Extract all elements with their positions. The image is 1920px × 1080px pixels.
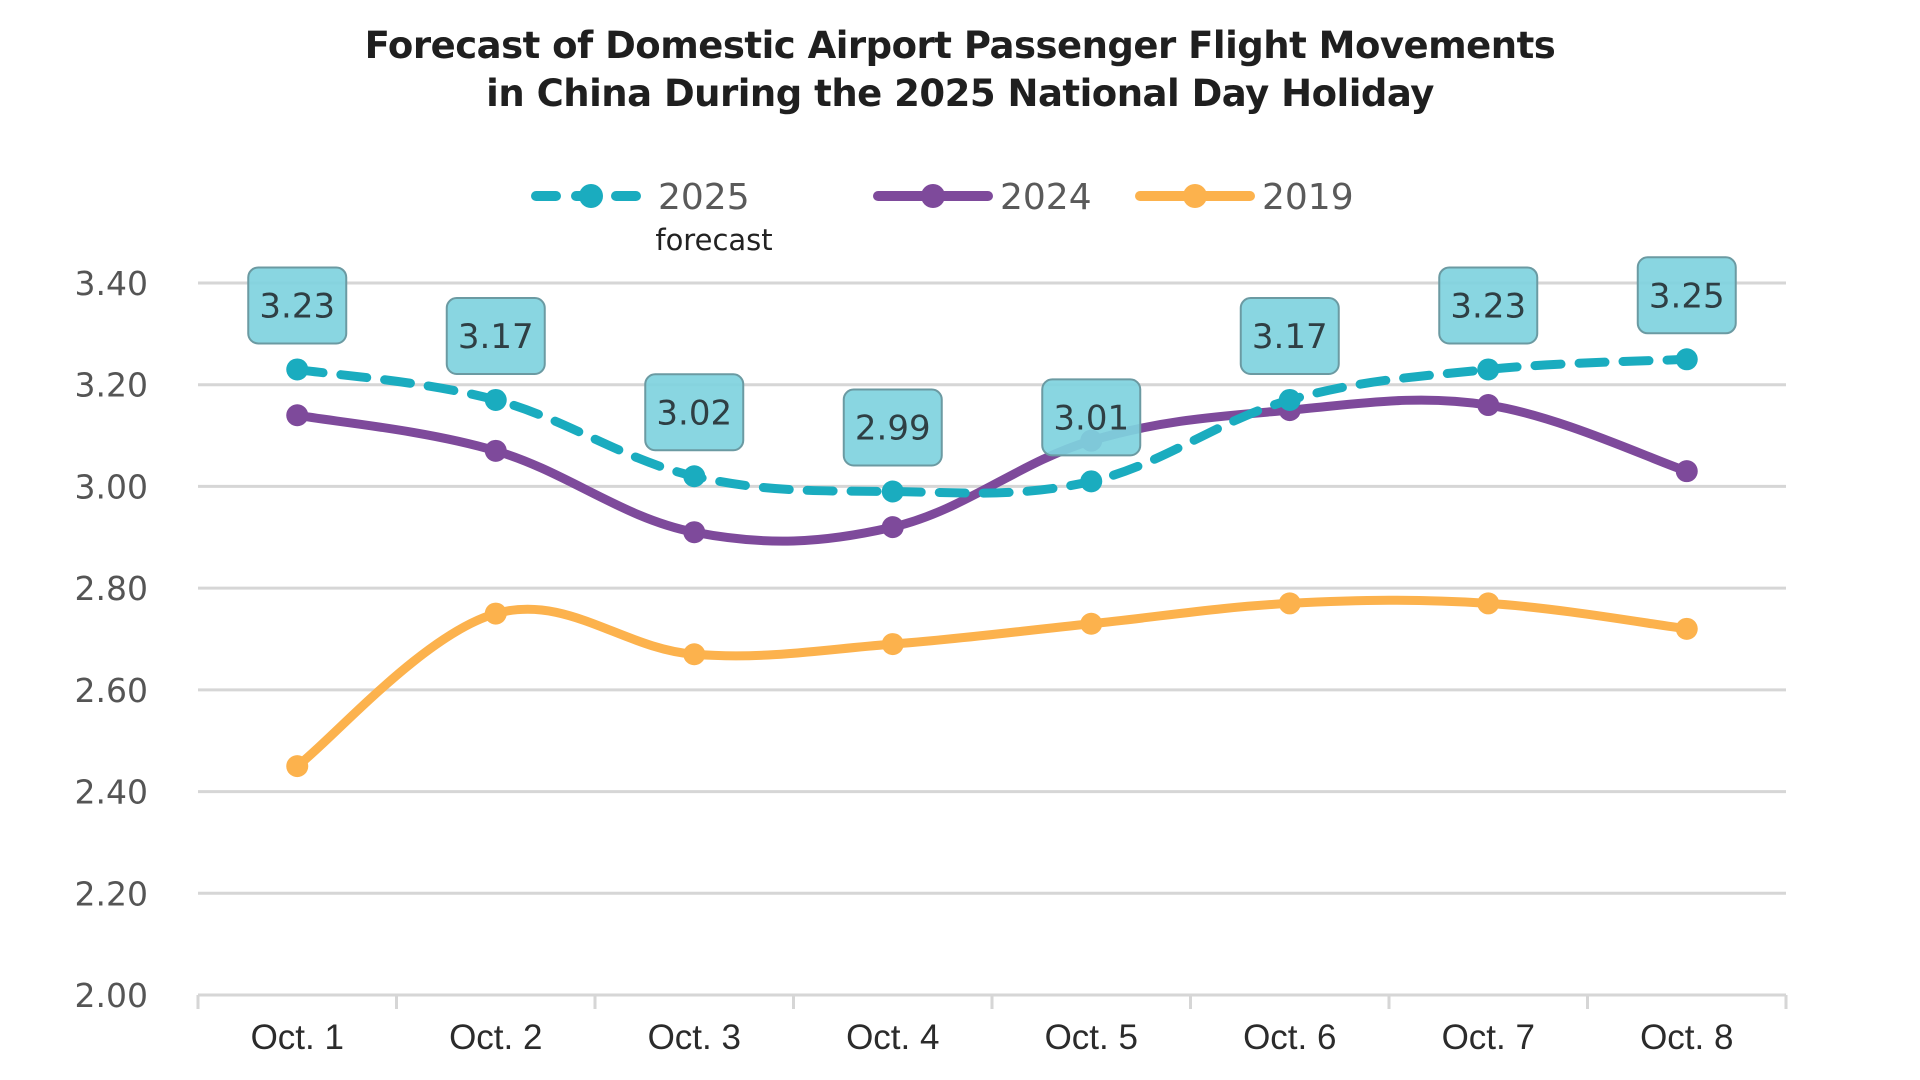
data-point-2025 <box>881 480 904 503</box>
data-point-2025 <box>1080 470 1103 493</box>
data-point-2019 <box>1477 592 1500 615</box>
series-line-2024 <box>292 395 1692 546</box>
data-label-box <box>1239 296 1340 375</box>
chart-title: Forecast of Domestic Airport Passenger F… <box>0 22 1920 118</box>
legend-label-2024: 2024 <box>1000 177 1092 218</box>
data-point-2024 <box>1675 460 1698 483</box>
y-tick-label: 2.80 <box>75 569 148 608</box>
data-point-2024 <box>1477 394 1500 417</box>
data-point-2019 <box>286 755 309 778</box>
data-label: 3.23 <box>259 286 335 326</box>
y-tick-label: 3.00 <box>75 467 148 506</box>
data-point-2019 <box>1675 617 1698 640</box>
y-tick-label: 3.40 <box>75 264 148 303</box>
data-label-box <box>1636 256 1737 335</box>
y-tick-label: 2.60 <box>75 671 148 710</box>
data-label: 3.25 <box>1649 276 1725 316</box>
data-label-box <box>445 296 546 375</box>
data-point-2019 <box>683 643 706 666</box>
data-label-box <box>1438 266 1539 345</box>
y-tick-label: 2.20 <box>75 874 148 913</box>
data-label-box <box>247 266 348 345</box>
data-point-2025 <box>1675 348 1698 371</box>
series-line-2019 <box>292 595 1692 771</box>
data-label-box <box>1041 378 1142 457</box>
data-point-2024 <box>881 516 904 539</box>
x-tick-label: Oct. 4 <box>846 1018 939 1057</box>
data-label: 2.99 <box>855 409 931 449</box>
y-tick-label: 3.20 <box>75 366 148 405</box>
y-tick-label: 2.00 <box>75 976 148 1015</box>
legend-marker-2025 <box>579 184 603 208</box>
x-tick-label: Oct. 2 <box>449 1018 542 1057</box>
data-point-2025 <box>1278 388 1301 411</box>
data-point-2024 <box>683 521 706 544</box>
legend-sublabel-2025: forecast <box>655 223 772 257</box>
legend-label-2025: 2025 <box>658 177 750 218</box>
chart-title-line-2: in China During the 2025 National Day Ho… <box>486 72 1434 115</box>
x-tick-label: Oct. 8 <box>1640 1018 1733 1057</box>
x-tick-label: Oct. 6 <box>1243 1018 1336 1057</box>
data-point-2025 <box>484 388 507 411</box>
y-tick-label: 2.40 <box>75 773 148 812</box>
legend: 2025 forecast 2024 2019 <box>531 177 1354 257</box>
data-label: 3.01 <box>1053 398 1129 438</box>
x-tick-label: Oct. 7 <box>1442 1018 1535 1057</box>
legend-marker-2024 <box>921 184 945 208</box>
series-group <box>286 348 1698 778</box>
data-point-2025 <box>1477 358 1500 381</box>
data-point-2024 <box>286 404 309 427</box>
data-point-2019 <box>1080 612 1103 635</box>
data-label: 3.17 <box>458 317 534 357</box>
data-label: 3.02 <box>656 393 732 433</box>
data-label: 3.23 <box>1450 286 1526 326</box>
x-tick-label: Oct. 3 <box>648 1018 741 1057</box>
x-tick-label: Oct. 5 <box>1045 1018 1138 1057</box>
data-point-2025 <box>683 465 706 488</box>
data-point-2019 <box>881 633 904 656</box>
data-label: 3.17 <box>1252 317 1328 357</box>
x-tick-label: Oct. 1 <box>251 1018 344 1057</box>
data-point-2019 <box>484 602 507 625</box>
data-point-2024 <box>484 439 507 462</box>
y-axis: 2.00 2.20 2.40 2.60 2.80 3.00 3.20 3.40 <box>75 264 148 1015</box>
gridlines <box>198 281 1786 895</box>
series-line-2025 <box>292 354 1692 498</box>
data-point-2025 <box>286 358 309 381</box>
data-labels: 3.23 3.17 3.02 2.99 3.01 3.17 3.23 3.25 <box>247 256 1737 467</box>
data-label-box <box>644 373 745 452</box>
x-axis: Oct. 1 Oct. 2 Oct. 3 Oct. 4 Oct. 5 Oct. 6 Oct.… <box>196 993 1788 1057</box>
chart-title-line-1: Forecast of Domestic Airport Passenger F… <box>364 24 1556 67</box>
data-point-2019 <box>1278 592 1301 615</box>
legend-label-2019: 2019 <box>1262 177 1354 218</box>
legend-marker-2019 <box>1183 184 1207 208</box>
data-label-box <box>842 388 943 467</box>
